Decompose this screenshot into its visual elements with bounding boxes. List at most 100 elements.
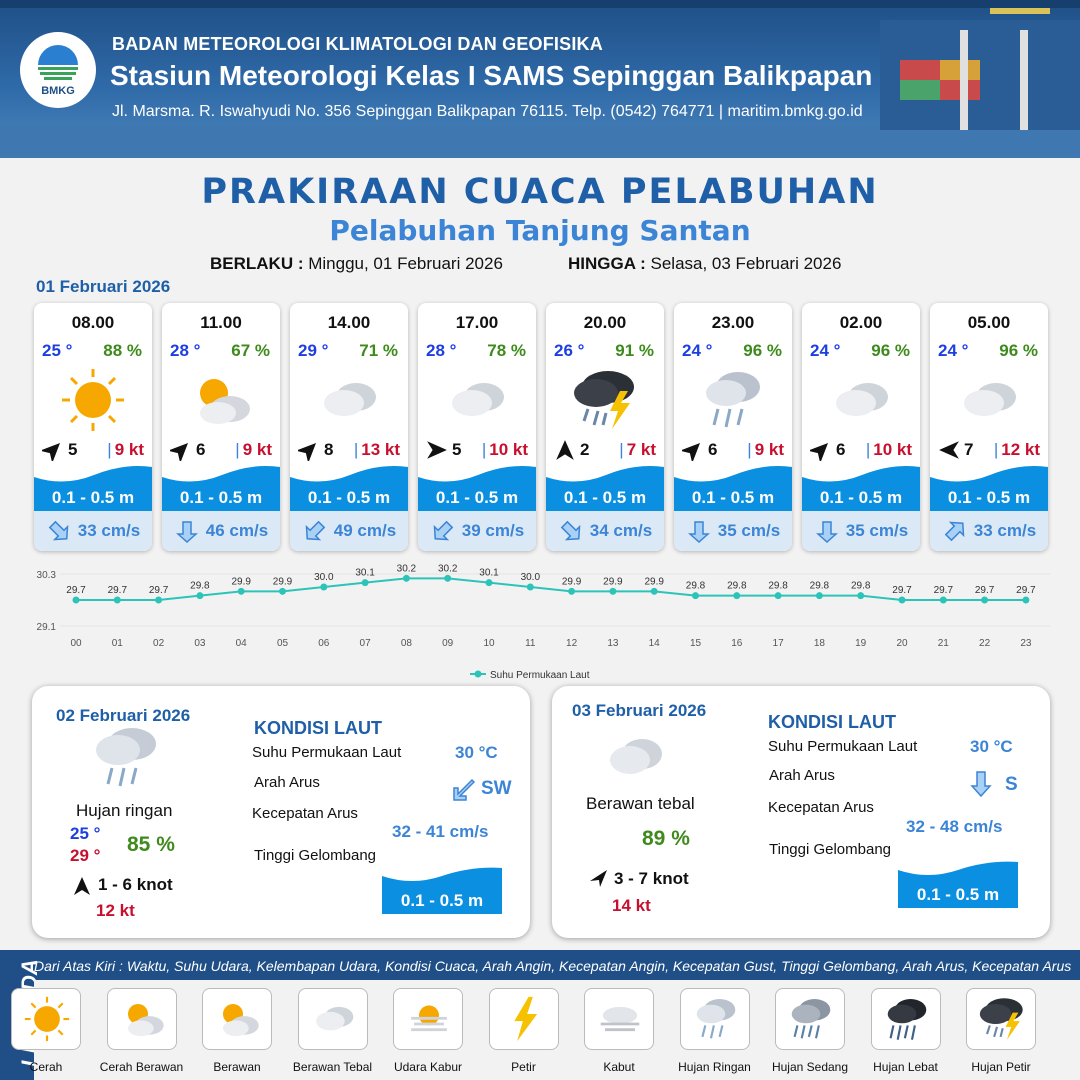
wind-speed: 2 [580, 440, 590, 459]
page-title: PRAKIRAAN CUACA PELABUHAN [201, 172, 879, 212]
x-tick-label: 13 [607, 638, 619, 649]
data-label: 29.9 [562, 576, 582, 587]
valid-to: HINGGA : Selasa, 03 Februari 2026 [568, 254, 841, 274]
current-direction-icon [433, 520, 454, 541]
light-rain-icon [696, 999, 735, 1039]
data-point [361, 579, 369, 587]
air-temperature: 24 ° [938, 341, 969, 360]
legend-item [11, 988, 81, 1050]
fog-icon [600, 1006, 640, 1032]
port-illustration [0, 0, 1080, 158]
data-label: 29.8 [768, 581, 788, 592]
legend-item-label: Hujan Sedang [771, 1060, 849, 1074]
sun-cloud-icon [127, 1004, 164, 1037]
data-label: 29.7 [66, 585, 86, 596]
legend-item [488, 988, 559, 1050]
data-point [444, 574, 452, 582]
day2-sea-heading: KONDISI LAUT [254, 718, 382, 738]
weather-condition [186, 365, 256, 435]
current-direction-icon [305, 520, 326, 541]
gust: | 9 kt [747, 440, 784, 459]
forecast-card: 14.00 29 ° 71 % 8 | 13 kt 0.1 - 0.5 m 49 cm/s [290, 303, 408, 551]
data-label: 29.8 [810, 581, 830, 592]
x-tick-label: 08 [401, 638, 413, 649]
current-speed: 33 cm/s [973, 521, 1037, 540]
day2-gust: 12 kt [96, 901, 135, 920]
wind-direction-icon [170, 442, 189, 461]
day3-condition: Berawan tebal [586, 794, 695, 813]
header-banner: BMKG BADAN METEOROLOGI KLIMATOLOGI DAN G… [0, 0, 1080, 158]
data-point [279, 587, 286, 595]
current-direction-icon [560, 520, 581, 541]
current: 35 cm/s [674, 511, 792, 551]
wave-height: 0.1 - 0.5 m [691, 488, 775, 507]
legend-item-label: Hujan Ringan [678, 1060, 751, 1074]
legend-item [202, 988, 272, 1050]
x-tick-label: 12 [566, 638, 578, 649]
forecast-card: 23.00 24 ° 96 % 6 | 9 kt 0.1 - 0.5 m 35 cm/s [674, 303, 792, 551]
cloud-icon [964, 383, 1016, 416]
legend-item-label: Hujan Lebat [873, 1060, 938, 1074]
wind-speed: 6 [836, 440, 846, 459]
light-rain-icon [706, 372, 760, 428]
humidity: 96 % [743, 341, 782, 360]
valid-from-label: BERLAKU : [210, 254, 304, 273]
x-tick-label: 18 [814, 638, 826, 649]
x-tick-label: 00 [70, 638, 82, 649]
gust: | 12 kt [993, 440, 1040, 459]
data-point [72, 596, 80, 604]
x-tick-label: 11 [525, 638, 536, 649]
legend-item [393, 988, 463, 1050]
weather-condition [58, 365, 128, 435]
gust: | 9 kt [235, 440, 272, 459]
moderate-rain-icon [791, 999, 831, 1039]
x-tick-label: 05 [277, 638, 289, 649]
forecast-time: 14.00 [327, 313, 371, 332]
data-label: 29.9 [231, 576, 251, 587]
data-label: 29.7 [934, 585, 954, 596]
forecast-time: 11.00 [200, 313, 242, 332]
port-name: Pelabuhan Tanjung Santan [329, 214, 751, 247]
wave-height: 0.1 - 0.5 m [563, 488, 647, 507]
data-point [568, 587, 576, 595]
legend-item-label: Petir [511, 1060, 536, 1074]
legend-item [966, 988, 1036, 1050]
sun-icon [62, 369, 124, 431]
sun-cloud-icon [200, 379, 250, 424]
wind: 6 [170, 439, 205, 461]
day3-wind: 3 - 7 knot [614, 869, 689, 888]
wind: 6 [810, 439, 845, 461]
data-label: 30.1 [355, 568, 375, 579]
legend-item [870, 988, 941, 1050]
cloud-icon [324, 383, 376, 416]
gust-speed: 12 kt [1001, 440, 1040, 459]
gust-speed: 10 kt [489, 440, 528, 459]
forecast-card: 02.00 24 ° 96 % 6 | 10 kt 0.1 - 0.5 m 35 cm/s [802, 303, 920, 551]
legend-swatch-point [474, 670, 482, 678]
x-tick-label: 14 [649, 638, 661, 649]
humidity: 91 % [615, 341, 654, 360]
day2-forecast-box: 02 Februari 2026 Hujan ringan 25 ° 29 ° … [32, 686, 530, 938]
data-label: 29.8 [190, 581, 210, 592]
gust-speed: 9 kt [114, 440, 144, 459]
lightning-icon [513, 996, 537, 1042]
wave-height: 0.1 - 0.5 m [307, 488, 391, 507]
wave-height: 0.1 - 0.5 m [947, 488, 1031, 507]
legend-item [297, 988, 368, 1050]
station-name: Stasiun Meteorologi Kelas I SAMS Sepingg… [110, 60, 873, 91]
forecast-card: 05.00 24 ° 96 % 7 | 12 kt 0.1 - 0.5 m 33 cm/s [930, 303, 1048, 551]
data-point [939, 596, 947, 604]
data-label: 29.9 [603, 576, 623, 587]
data-point [815, 592, 823, 600]
gust: | 7 kt [619, 440, 656, 459]
valid-to-label: HINGGA : [568, 254, 646, 273]
day2-date: 02 Februari 2026 [56, 706, 191, 725]
current-speed: 49 cm/s [333, 521, 397, 540]
wave-icon [34, 466, 152, 511]
data-point [857, 592, 865, 600]
cloud-icon [452, 383, 504, 416]
data-point [733, 592, 741, 600]
current-direction-icon [815, 521, 838, 544]
day3-current-dir: S [1005, 774, 1018, 795]
day3-forecast-box: 03 Februari 2026 Berawan tebal 89 % 3 - … [552, 686, 1050, 938]
